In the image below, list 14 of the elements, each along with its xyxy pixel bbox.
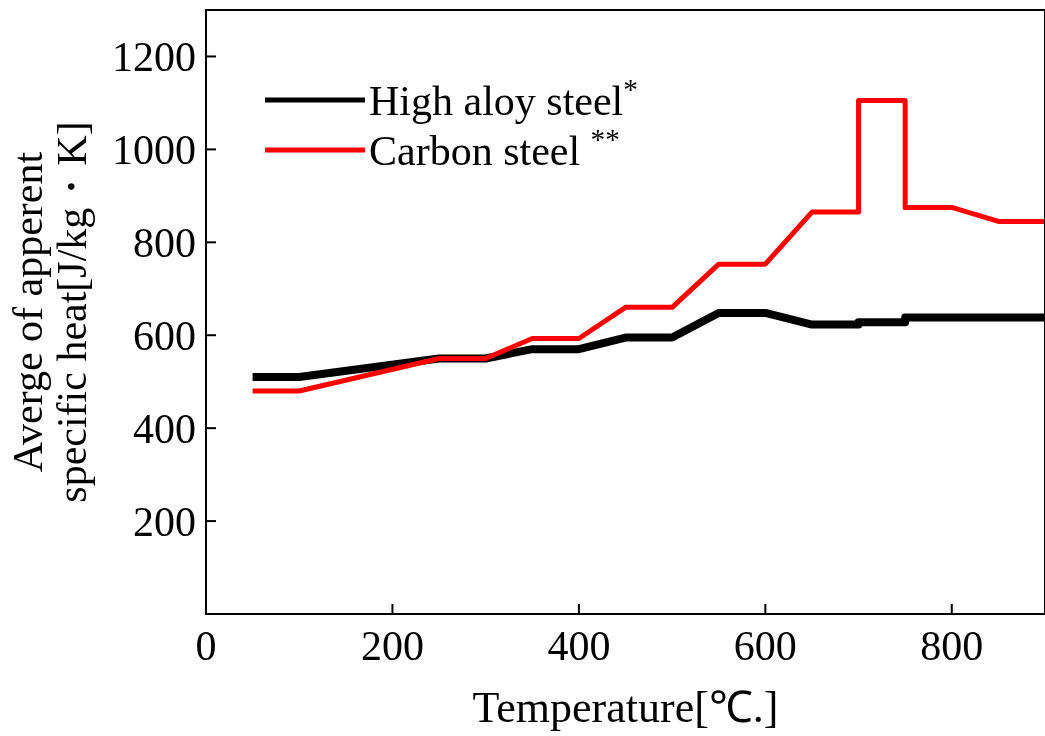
- y-tick-label: 200: [133, 498, 196, 545]
- x-tick-label: 400: [547, 623, 611, 669]
- x-tick-label: 0: [195, 623, 217, 669]
- y-axis-title: Averge of apperent specific heat[J/kg・K]: [5, 121, 95, 503]
- y-tick-label: 600: [133, 312, 196, 359]
- x-tick-label: 600: [733, 623, 797, 669]
- x-tick-label: 200: [360, 623, 424, 669]
- y-tick-label: 800: [133, 220, 196, 267]
- y-tick-label: 400: [133, 405, 196, 452]
- y-tick-label: 1200: [112, 34, 196, 81]
- x-axis-title: Temperature[℃.]: [472, 683, 779, 732]
- legend-label: High aloy steel$^{*}$: [369, 72, 638, 124]
- x-tick-label: 800: [920, 623, 984, 669]
- y-tick-label: 1000: [112, 127, 196, 174]
